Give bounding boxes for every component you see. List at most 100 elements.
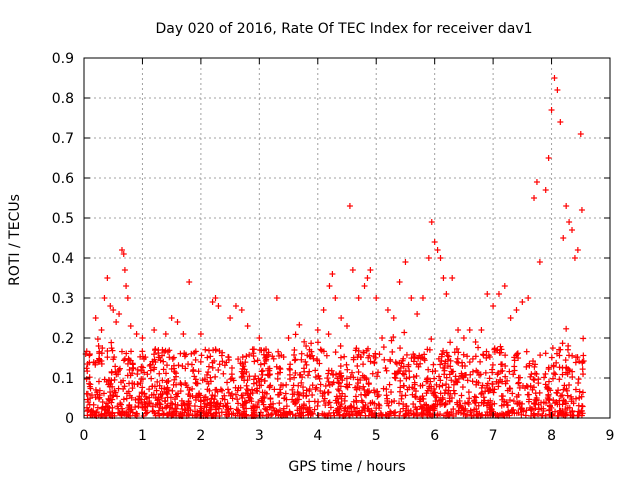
data-point [563,203,570,209]
data-point [498,368,505,375]
data-point [206,400,213,407]
data-point [120,251,127,257]
data-point [113,319,120,325]
data-point [314,327,321,333]
data-point [495,379,502,386]
data-point [488,410,495,417]
data-point [96,350,103,357]
data-point [244,323,251,329]
data-point [365,381,372,388]
data-point [528,406,535,413]
data-point [563,325,570,332]
data-point [129,370,136,377]
data-point [571,255,578,261]
data-point [202,346,209,353]
data-point [211,396,218,403]
data-point [84,390,91,397]
data-point [366,388,373,395]
data-point [84,361,91,368]
x-tick-label: 5 [372,428,381,444]
data-point [453,358,460,365]
data-point [553,389,560,396]
data-point [124,295,131,301]
data-point [530,400,537,407]
data-point [85,407,92,414]
data-point [491,349,498,356]
data-point [400,401,407,408]
data-point [234,396,241,403]
data-point [156,382,163,389]
data-point [292,356,299,363]
data-point [557,393,564,400]
data-point [369,410,376,417]
data-point [217,400,224,407]
data-point [428,219,435,225]
data-point [346,203,353,209]
data-point [310,410,317,417]
data-point [540,399,547,406]
data-point [431,375,438,382]
data-point [94,336,101,343]
x-tick-label: 4 [313,428,322,444]
data-point [398,395,405,402]
data-point [88,392,95,399]
data-point [320,307,327,313]
y-tick-label: 0.4 [52,251,74,267]
data-point [432,393,439,400]
data-point [427,411,434,418]
data-point [400,382,407,389]
data-point [415,355,422,362]
data-point [562,398,569,405]
data-point [110,307,117,313]
data-point [421,355,428,362]
data-point [441,367,448,374]
data-point [83,365,90,372]
data-point [227,405,234,412]
data-point [300,384,307,391]
data-point [275,348,282,355]
data-point [526,360,533,367]
data-point [403,375,410,382]
data-point [410,401,417,408]
data-point [490,303,497,309]
data-point [147,361,154,368]
data-point [98,405,105,412]
data-point [316,360,323,367]
data-point [303,343,310,349]
data-point [308,340,315,347]
data-point [120,357,127,364]
data-point [550,370,557,377]
data-point [92,315,99,321]
data-point [155,394,162,401]
data-point [110,356,117,363]
data-point [513,307,520,313]
data-point [189,368,196,375]
data-point [367,267,374,273]
data-point [334,375,341,382]
data-point [559,340,566,347]
data-point [248,405,255,412]
data-point [559,392,566,399]
data-point [326,283,333,289]
data-point [478,391,485,398]
data-point [542,381,549,388]
data-point [454,379,461,386]
data-point [411,379,418,386]
data-point [360,349,367,356]
data-point [246,394,253,401]
data-point [472,399,479,406]
data-point [396,400,403,407]
data-point [388,337,395,344]
data-point [116,365,123,372]
data-point [115,409,122,416]
data-point [337,342,344,349]
data-point [243,382,250,389]
data-point [188,350,195,357]
data-point [419,395,426,402]
data-point [537,352,544,359]
data-point [252,373,259,380]
data-point [396,368,403,375]
data-point [257,361,264,368]
data-point [313,384,320,391]
data-point [391,374,398,381]
